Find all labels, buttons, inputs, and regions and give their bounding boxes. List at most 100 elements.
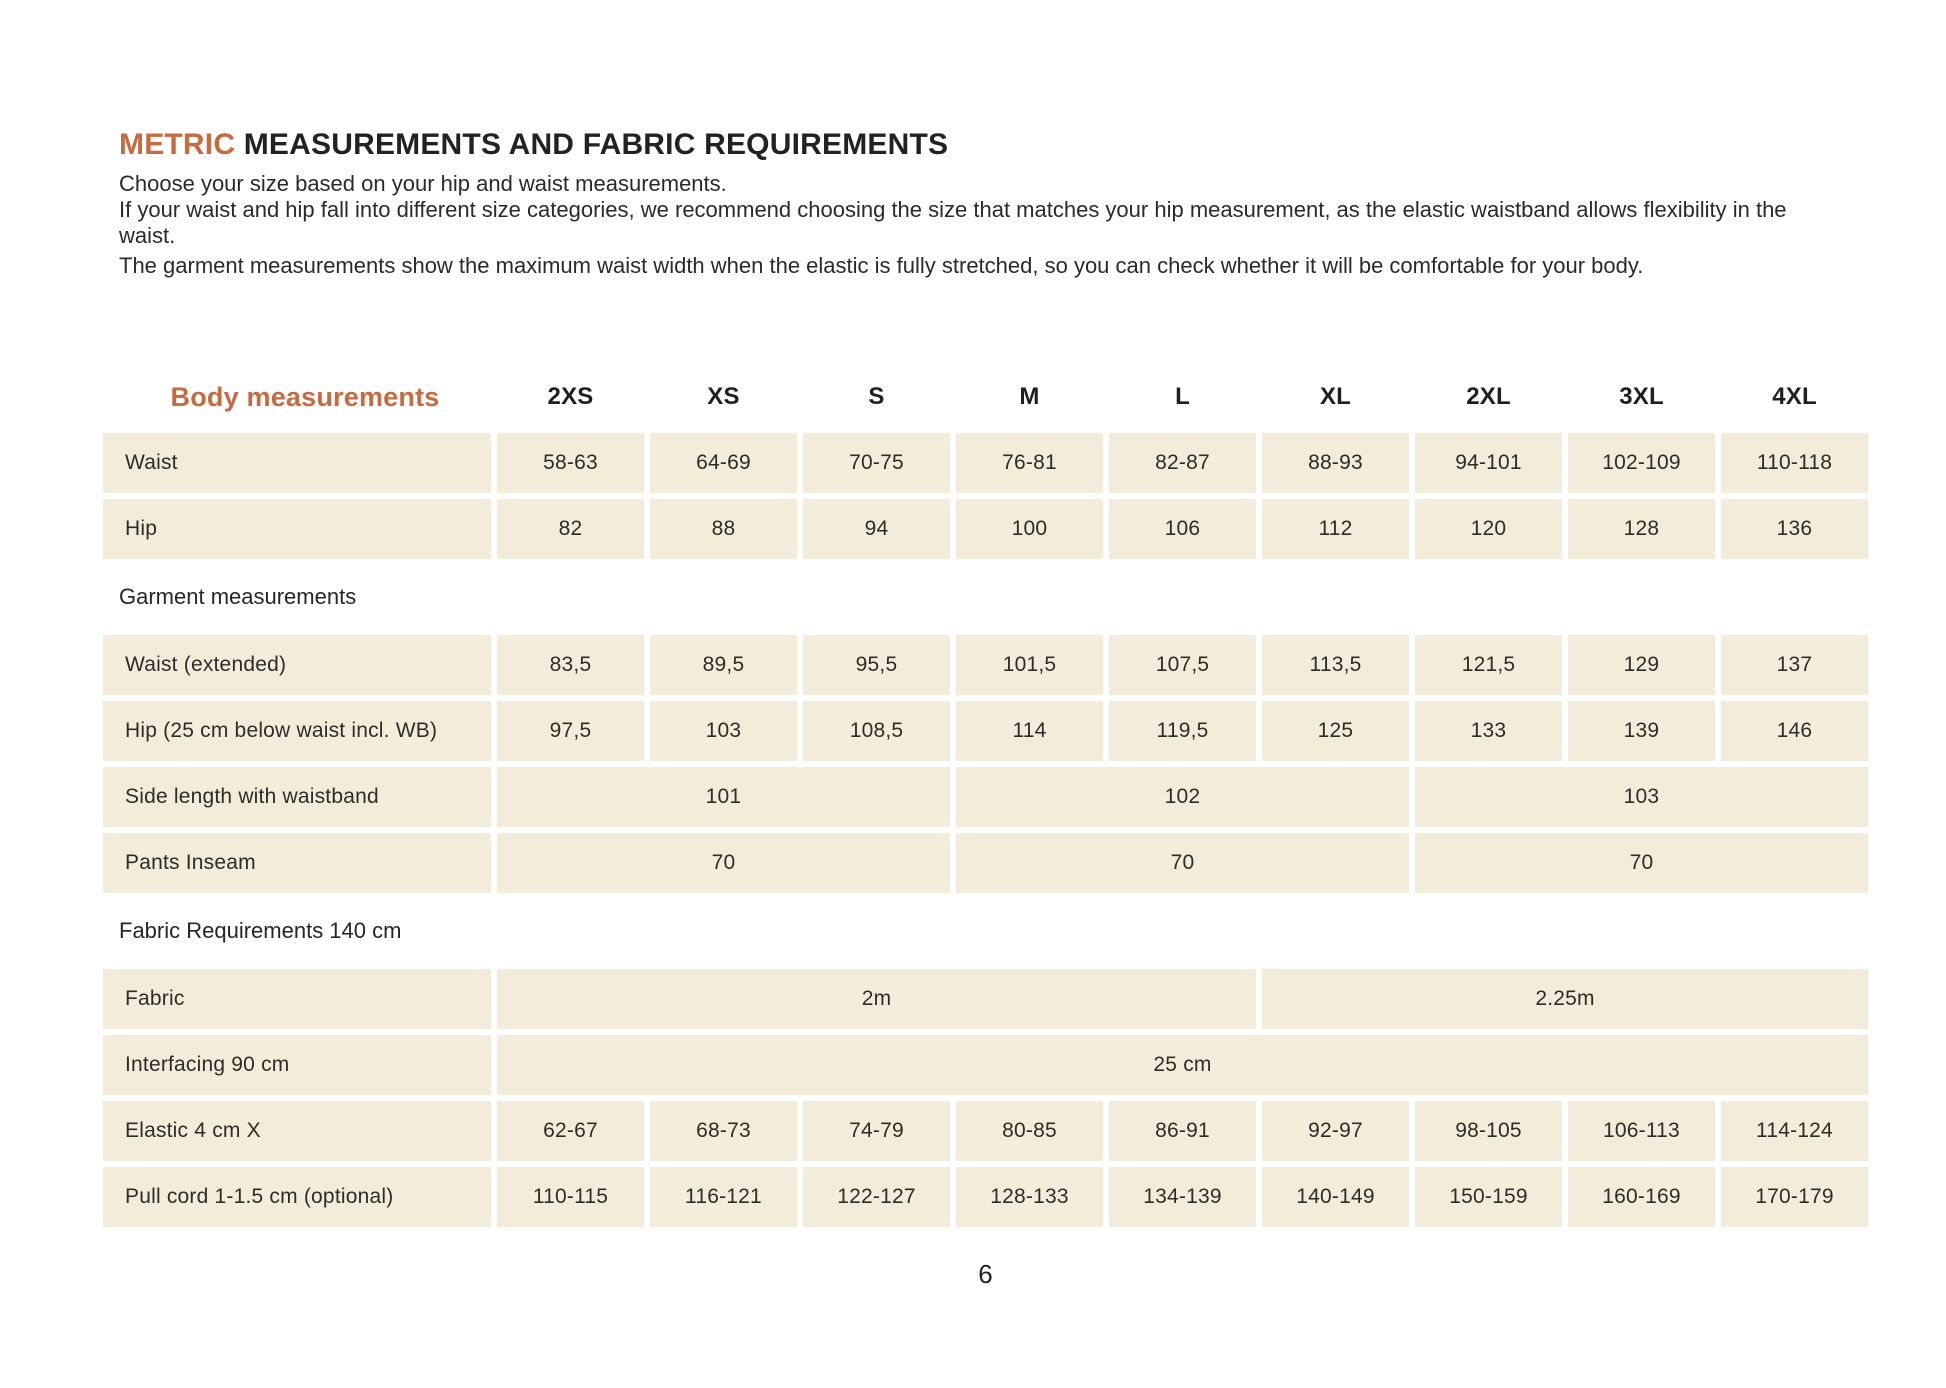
page-title: METRIC MEASUREMENTS AND FABRIC REQUIREME… <box>119 128 1868 162</box>
row-label: Hip (25 cm below waist incl. WB) <box>103 701 491 761</box>
table-section-label: Garment measurements <box>119 584 357 609</box>
measurement-cell: 82 <box>497 499 644 559</box>
table-header-label: Body measurements <box>170 381 440 412</box>
measurement-cell: 80-85 <box>956 1101 1103 1161</box>
measurement-cell: 70 <box>1415 833 1868 893</box>
row-label: Interfacing 90 cm <box>103 1035 491 1095</box>
measurement-cell: 98-105 <box>1415 1101 1562 1161</box>
measurement-cell: 107,5 <box>1109 635 1256 695</box>
measurement-cell: 113,5 <box>1262 635 1409 695</box>
table-row: Side length with waistband 101 102 103 <box>103 767 1868 827</box>
table-row: Fabric 2m 2.25m <box>103 969 1868 1029</box>
table-row: Hip (25 cm below waist incl. WB) 97,5 103 1… <box>103 701 1868 761</box>
row-label: Pull cord 1-1.5 cm (optional) <box>103 1167 491 1227</box>
table-row: Pull cord 1-1.5 cm (optional) 110-115 116-… <box>103 1167 1868 1227</box>
measurement-cell: 128 <box>1568 499 1715 559</box>
measurement-cell: 86-91 <box>1109 1101 1256 1161</box>
measurement-cell: 102 <box>956 767 1409 827</box>
measurement-cell: 160-169 <box>1568 1167 1715 1227</box>
measurement-cell: 58-63 <box>497 433 644 493</box>
measurement-cell: 139 <box>1568 701 1715 761</box>
measurement-cell: 119,5 <box>1109 701 1256 761</box>
measurement-cell: 106 <box>1109 499 1256 559</box>
measurement-cell: 110-118 <box>1721 433 1868 493</box>
measurement-cell: 122-127 <box>803 1167 950 1227</box>
measurement-cell: 95,5 <box>803 635 950 695</box>
row-label: Waist <box>103 433 491 493</box>
table-row: Pants Inseam 70 70 70 <box>103 833 1868 893</box>
measurement-cell: 121,5 <box>1415 635 1562 695</box>
measurement-cell: 88 <box>650 499 797 559</box>
row-label: Elastic 4 cm X <box>103 1101 491 1161</box>
measurement-cell: 100 <box>956 499 1103 559</box>
measurement-cell: 129 <box>1568 635 1715 695</box>
table-row: Interfacing 90 cm 25 cm <box>103 1035 1868 1095</box>
intro-paragraph: The garment measurements show the maximu… <box>119 253 1644 278</box>
measurement-cell: 103 <box>650 701 797 761</box>
page-title-accent: METRIC <box>119 128 236 161</box>
size-column-header: S <box>868 383 885 410</box>
measurement-cell: 101,5 <box>956 635 1103 695</box>
measurement-cell: 125 <box>1262 701 1409 761</box>
measurement-cell: 103 <box>1415 767 1868 827</box>
measurement-cell: 136 <box>1721 499 1868 559</box>
table-row: Hip 82 88 94 100 106 112 120 128 136 <box>103 499 1868 559</box>
measurement-cell: 89,5 <box>650 635 797 695</box>
row-label: Waist (extended) <box>103 635 491 695</box>
measurement-cell: 112 <box>1262 499 1409 559</box>
measurement-cell: 62-67 <box>497 1101 644 1161</box>
measurement-cell: 83,5 <box>497 635 644 695</box>
measurement-cell: 140-149 <box>1262 1167 1409 1227</box>
row-label: Pants Inseam <box>103 833 491 893</box>
measurement-cell: 70 <box>956 833 1409 893</box>
size-column-header: L <box>1175 383 1190 410</box>
table-row: Waist (extended) 83,5 89,5 95,5 101,5 107,5 11… <box>103 635 1868 695</box>
row-label: Fabric <box>103 969 491 1029</box>
measurement-cell: 116-121 <box>650 1167 797 1227</box>
measurement-cell: 108,5 <box>803 701 950 761</box>
measurement-cell: 88-93 <box>1262 433 1409 493</box>
size-column-header: 3XL <box>1619 383 1664 410</box>
measurement-cell: 82-87 <box>1109 433 1256 493</box>
measurement-cell: 92-97 <box>1262 1101 1409 1161</box>
measurement-cell: 133 <box>1415 701 1562 761</box>
table-row: Waist 58-63 64-69 70-75 76-81 82-87 88-93 94-10… <box>103 433 1868 493</box>
measurement-cell: 70 <box>497 833 950 893</box>
measurement-cell: 170-179 <box>1721 1167 1868 1227</box>
table-body: Waist 58-63 64-69 70-75 76-81 82-87 88-93 94-10… <box>103 433 1868 1227</box>
size-column-header: 2XL <box>1466 383 1511 410</box>
measurement-cell: 97,5 <box>497 701 644 761</box>
size-column-header: XS <box>707 383 740 410</box>
measurement-cell: 25 cm <box>497 1035 1868 1095</box>
measurement-cell: 146 <box>1721 701 1868 761</box>
row-label: Hip <box>103 499 491 559</box>
measurement-cell: 2.25m <box>1262 969 1868 1029</box>
size-chart-table: Body measurements 2XS XS S M L XL 2XL 3XL 4XL Wa… <box>103 373 1868 1227</box>
measurement-cell: 110-115 <box>497 1167 644 1227</box>
measurement-cell: 70-75 <box>803 433 950 493</box>
intro-text: Choose your size based on your hip and w… <box>119 171 1809 281</box>
measurement-cell: 106-113 <box>1568 1101 1715 1161</box>
page-header: METRIC MEASUREMENTS AND FABRIC REQUIREME… <box>119 128 1868 281</box>
measurement-cell: 74-79 <box>803 1101 950 1161</box>
row-label: Side length with waistband <box>103 767 491 827</box>
size-column-header: XL <box>1319 383 1352 410</box>
measurement-cell: 137 <box>1721 635 1868 695</box>
measurement-cell: 120 <box>1415 499 1562 559</box>
measurement-cell: 134-139 <box>1109 1167 1256 1227</box>
measurement-cell: 94 <box>803 499 950 559</box>
measurement-cell: 76-81 <box>956 433 1103 493</box>
intro-paragraph: If your waist and hip fall into differen… <box>119 197 1787 248</box>
size-column-header: M <box>1019 383 1040 410</box>
size-column-header: 4XL <box>1772 383 1817 410</box>
measurement-cell: 64-69 <box>650 433 797 493</box>
table-row: Elastic 4 cm X 62-67 68-73 74-79 80-85 86-91 9… <box>103 1101 1868 1161</box>
measurement-cell: 94-101 <box>1415 433 1562 493</box>
measurement-cell: 128-133 <box>956 1167 1103 1227</box>
table-header-row: Body measurements 2XS XS S M L XL 2XL 3XL 4XL <box>103 373 1868 421</box>
measurement-cell: 2m <box>497 969 1256 1029</box>
measurement-cell: 150-159 <box>1415 1167 1562 1227</box>
measurement-cell: 102-109 <box>1568 433 1715 493</box>
page-number: 6 <box>978 1259 993 1289</box>
